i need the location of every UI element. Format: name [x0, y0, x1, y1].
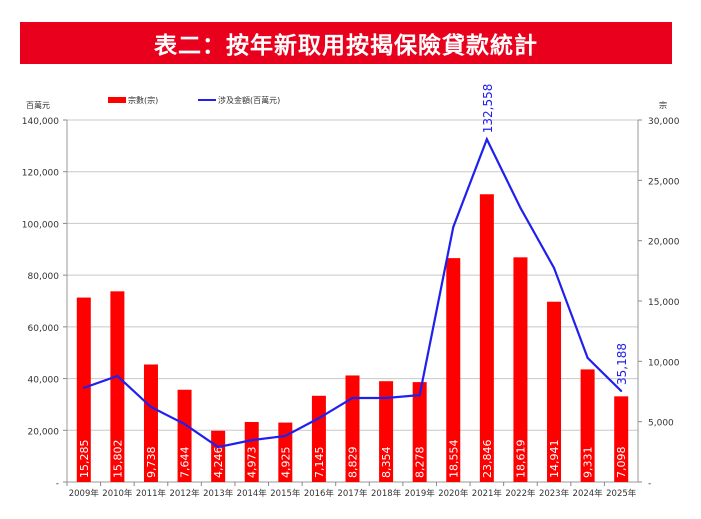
bar	[580, 369, 595, 482]
line-point	[452, 226, 455, 229]
bar-data-label: 7,098	[615, 447, 628, 479]
bar-data-label: 9,331	[582, 447, 595, 479]
bar-data-label: 4,973	[246, 447, 259, 479]
line-point	[620, 390, 623, 393]
line-point	[553, 266, 556, 269]
bar-data-label: 23,846	[481, 440, 494, 479]
bar	[379, 381, 394, 482]
y-tick-label-left: 100,000	[22, 220, 59, 230]
x-tick-label: 2009年	[69, 488, 100, 499]
bar-data-label: 7,644	[179, 447, 192, 479]
x-tick-label: 2025年	[606, 488, 637, 499]
legend-label-line: 涉及金額(百萬元)	[218, 95, 280, 105]
y-tick-label-right: 5,000	[648, 419, 674, 429]
bar	[311, 395, 326, 482]
bar-data-label: 15,285	[78, 440, 91, 479]
x-tick-label: 2012年	[169, 488, 200, 499]
y-tick-label-right: 25,000	[648, 177, 680, 187]
x-tick-label: 2014年	[237, 488, 268, 499]
line-point	[519, 206, 522, 209]
bar	[177, 389, 192, 482]
bar-data-label: 15,802	[111, 440, 124, 479]
line-point	[82, 386, 85, 389]
y-tick-label-left: 80,000	[28, 272, 60, 282]
bar-data-label: 14,941	[548, 440, 561, 479]
x-tick-label: 2015年	[270, 488, 301, 499]
x-tick-label: 2024年	[573, 488, 604, 499]
line-point	[250, 439, 253, 442]
bar-data-label: 18,619	[514, 440, 527, 479]
legend-swatch-bar	[108, 97, 126, 103]
y-tick-label-left: 60,000	[28, 324, 60, 334]
bar	[446, 258, 461, 482]
line-point	[116, 374, 119, 377]
bar	[345, 375, 360, 482]
bar	[110, 291, 125, 482]
bar	[614, 396, 629, 482]
x-tick-label: 2011年	[136, 488, 167, 499]
y-tick-label-left: 20,000	[28, 427, 60, 437]
bar	[143, 364, 158, 482]
y-tick-label-right: 30,000	[648, 117, 680, 127]
line-point	[385, 396, 388, 399]
y-tick-label-left: 40,000	[28, 376, 60, 386]
bar-data-label: 9,738	[145, 447, 158, 479]
line-point	[149, 406, 152, 409]
x-tick-label: 2019年	[405, 488, 436, 499]
x-tick-label: 2020年	[438, 488, 469, 499]
line-point	[351, 396, 354, 399]
chart-title-banner: 表二：按年新取用按揭保險貸款統計	[20, 22, 672, 64]
bar	[76, 297, 91, 482]
bar-data-label: 4,925	[279, 447, 292, 479]
bar-data-label: 8,278	[414, 447, 427, 479]
legend-label-bar: 宗數(宗)	[128, 95, 158, 105]
bar-data-label: 8,354	[380, 447, 393, 479]
x-tick-label: 2013年	[203, 488, 234, 499]
line-data-label: 132,558	[481, 84, 495, 134]
line-point	[284, 434, 287, 437]
bar	[547, 301, 562, 482]
y-tick-label-right: 20,000	[648, 238, 680, 248]
line-point	[217, 446, 220, 449]
y-axis-label-right: 宗	[659, 100, 667, 110]
line-point	[317, 417, 320, 420]
x-tick-label: 2010年	[102, 488, 133, 499]
bar-data-label: 4,246	[212, 447, 225, 479]
bar	[412, 382, 427, 482]
y-tick-label-left: 120,000	[22, 169, 59, 179]
y-tick-label-left: 140,000	[22, 117, 59, 127]
x-tick-label: 2021年	[472, 488, 503, 499]
y-tick-label-right: 15,000	[648, 298, 680, 308]
bar	[479, 194, 494, 482]
line-point	[418, 394, 421, 397]
x-tick-label: 2016年	[304, 488, 335, 499]
line-point	[586, 356, 589, 359]
x-tick-label: 2017年	[337, 488, 368, 499]
line-point	[485, 138, 488, 141]
bar-data-label: 7,145	[313, 447, 326, 479]
x-tick-label: 2023年	[539, 488, 570, 499]
bar	[244, 421, 259, 482]
x-tick-label: 2018年	[371, 488, 402, 499]
y-tick-label-right: -	[648, 479, 651, 489]
y-tick-label-right: 10,000	[648, 358, 680, 368]
line-point	[183, 423, 186, 426]
bar-data-label: 18,554	[447, 440, 460, 479]
y-tick-label-left: -	[56, 479, 59, 489]
bar	[513, 257, 528, 482]
x-tick-label: 2022年	[505, 488, 536, 499]
line-data-label: 35,188	[615, 343, 629, 385]
bar-data-label: 8,829	[347, 447, 360, 479]
y-axis-label-left: 百萬元	[26, 100, 50, 110]
